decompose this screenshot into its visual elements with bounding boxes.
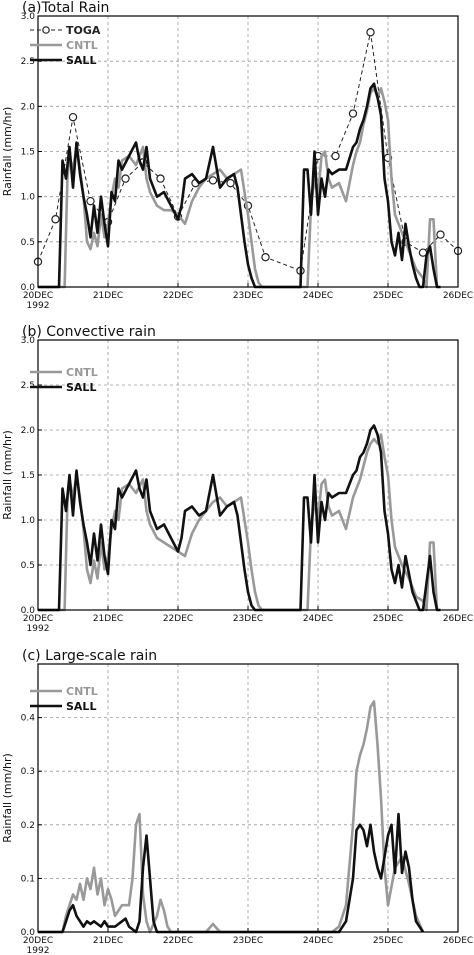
x-tick-label: 24DEC <box>303 614 333 624</box>
legend-label-sall: SALL <box>66 381 96 394</box>
series-line-cntl <box>38 87 439 289</box>
legend-label-toga: TOGA <box>66 24 101 37</box>
x-tick-label: 21DEC <box>93 614 123 624</box>
y-tick-label: 1.0 <box>21 516 36 526</box>
x-tick-label: 24DEC <box>303 936 333 946</box>
x-tick-label: 23DEC <box>233 614 263 624</box>
data-point-toga <box>226 178 235 188</box>
x-tick-label: 22DEC <box>163 291 193 301</box>
chart-panel-2: 0.0 0.5 1.0 1.5 2.0 2.5 3.0 20DEC 21DEC 22DEC 23DE… <box>1 324 473 634</box>
y-tick-label: 0.2 <box>21 821 35 831</box>
y-tick-label: 0.0 <box>21 283 36 293</box>
x-tick-label: 25DEC <box>373 936 403 946</box>
data-point-toga <box>156 174 165 183</box>
y-tick-label: 3.0 <box>21 336 36 346</box>
y-tick-label: 2.0 <box>21 426 36 436</box>
chart-panel-3: 0.0 0.1 0.2 0.3 0.4 20DEC 21DEC 22DEC 23DEC 24DEC… <box>1 648 473 955</box>
data-point-toga <box>68 112 78 122</box>
y-tick-label: 1.0 <box>21 193 36 203</box>
x-tick-label: 22DEC <box>163 936 193 946</box>
y-tick-label: 2.5 <box>21 57 35 67</box>
x-tick-label: 21DEC <box>93 291 123 301</box>
x-tick-label: 21DEC <box>93 936 123 946</box>
x-tick-label: 20DEC <box>23 614 53 624</box>
y-tick-label: 0.5 <box>21 561 35 571</box>
y-axis-label: Rainfall (mm/hr) <box>1 107 14 197</box>
series-line-sall <box>38 812 425 934</box>
legend-label-sall: SALL <box>66 54 96 67</box>
x-tick-label: 23DEC <box>233 936 263 946</box>
data-point-toga <box>121 174 130 183</box>
x-tick-label: 25DEC <box>373 614 403 624</box>
panel-title: (c) Large-scale rain <box>22 648 157 664</box>
series-line-sall <box>38 424 441 612</box>
chart-panel-1: 0.0 0.5 1.0 1.5 2.0 2.5 3.0 20DEC 21DEC 22DEC 23DE… <box>1 0 473 311</box>
data-point-toga <box>348 109 358 118</box>
x-tick-label: 23DEC <box>233 291 263 301</box>
x-tick-year: 1992 <box>27 946 50 955</box>
x-tick-label: 25DEC <box>373 291 403 301</box>
series-line-cntl <box>38 433 439 612</box>
y-tick-label: 2.0 <box>21 102 36 112</box>
y-tick-label: 0.3 <box>21 767 35 777</box>
data-point-toga <box>331 151 340 161</box>
y-axis-label: Rainfall (mm/hr) <box>1 753 14 843</box>
y-tick-label: 3.0 <box>21 12 36 22</box>
series-line-cntl <box>38 700 425 934</box>
data-point-toga <box>51 215 60 224</box>
panel-title: (a)Total Rain <box>22 0 109 16</box>
x-tick-label: 20DEC <box>23 936 53 946</box>
y-tick-label: 1.5 <box>21 148 35 158</box>
y-tick-label: 0.0 <box>21 606 36 616</box>
x-tick-year: 1992 <box>27 301 50 311</box>
x-tick-label: 26DEC <box>443 291 473 301</box>
x-tick-label: 20DEC <box>23 291 53 301</box>
x-tick-label: 26DEC <box>443 614 473 624</box>
y-tick-label: 0.1 <box>21 874 35 884</box>
data-point-toga <box>436 230 445 239</box>
y-axis-label: Rainfall (mm/hr) <box>1 430 14 520</box>
data-point-toga <box>208 176 218 185</box>
data-point-toga <box>366 28 375 37</box>
series-line-sall <box>38 82 441 289</box>
x-tick-label: 24DEC <box>303 291 333 301</box>
data-point-toga <box>86 196 95 206</box>
y-tick-label: 2.5 <box>21 381 35 391</box>
y-tick-label: 0.4 <box>21 714 36 724</box>
panel-title: (b) Convective rain <box>22 324 156 340</box>
data-point-toga <box>261 252 270 262</box>
legend-label-sall: SALL <box>66 700 96 713</box>
x-tick-label: 26DEC <box>443 936 473 946</box>
legend-label-cntl: CNTL <box>66 685 98 698</box>
x-tick-label: 22DEC <box>163 614 193 624</box>
y-tick-label: 0.0 <box>21 928 36 938</box>
legend-label-cntl: CNTL <box>66 39 98 52</box>
x-tick-year: 1992 <box>27 624 50 634</box>
y-tick-label: 0.5 <box>21 238 35 248</box>
legend-marker-toga <box>42 26 50 34</box>
legend-label-cntl: CNTL <box>66 366 98 379</box>
y-tick-label: 1.5 <box>21 471 35 481</box>
